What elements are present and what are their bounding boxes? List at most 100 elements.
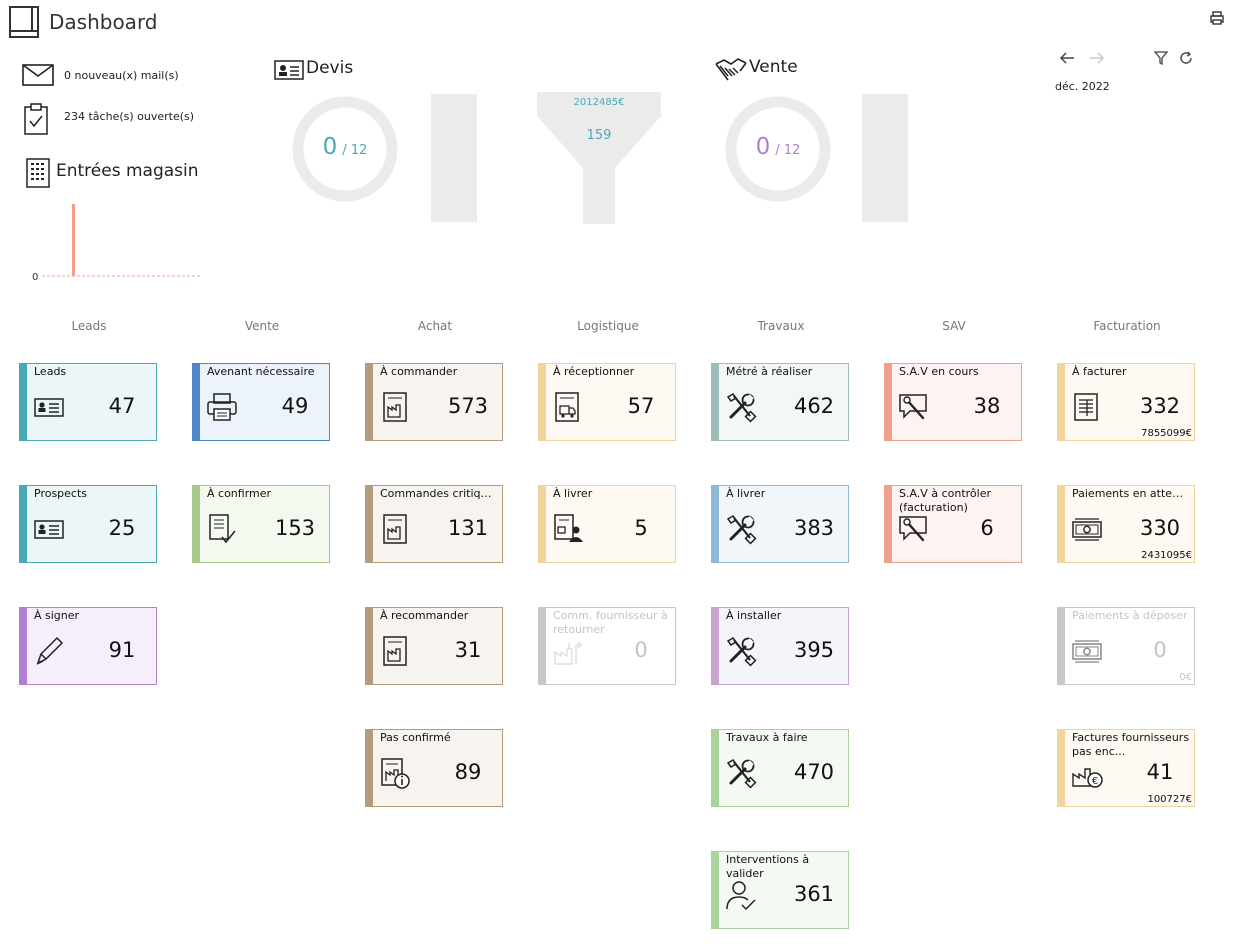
card-value: 330: [1139, 516, 1181, 540]
card-facturation-0[interactable]: À facturer 332 7855099€: [1057, 363, 1195, 441]
card-value: 153: [274, 516, 316, 540]
contact-card-icon: [274, 60, 304, 80]
card-value: 573: [447, 394, 489, 418]
card-achat-3[interactable]: Pas confirmé 89: [365, 729, 503, 807]
card-value: 31: [454, 638, 482, 662]
task-count-text: 234 tâche(s) ouverte(s): [64, 110, 195, 123]
tools-icon: [726, 759, 757, 789]
money-icon: [1072, 640, 1102, 663]
card-value: 91: [108, 638, 136, 662]
card-value: 395: [793, 638, 835, 662]
card-label: À facturer: [1072, 365, 1127, 378]
card-label: Avenant nécessaire: [207, 365, 315, 378]
card-achat-1[interactable]: Commandes critiques 131: [365, 485, 503, 563]
print-icon[interactable]: [1209, 10, 1225, 26]
column-header-sav: SAV: [942, 319, 966, 333]
card-label: S.A.V à contrôler (facturation): [899, 487, 991, 514]
vente-ring[interactable]: [723, 94, 833, 204]
tools-icon: [726, 637, 757, 667]
card-label: À livrer: [553, 487, 593, 500]
vente-ring-label: 0 / 12: [733, 134, 823, 160]
devis-ring[interactable]: [290, 94, 400, 204]
factory-return-icon: [554, 641, 582, 665]
devis-bar: [431, 94, 477, 222]
card-travaux-4[interactable]: Interventions à valider 361: [711, 851, 849, 929]
card-value: 6: [980, 516, 994, 540]
card-label: Pas confirmé: [380, 731, 451, 744]
vente-total: / 12: [775, 143, 801, 158]
building-icon: [26, 158, 50, 188]
card-value: 0: [634, 638, 648, 662]
column-header-logistique: Logistique: [577, 319, 639, 333]
funnel-shape[interactable]: [537, 92, 661, 224]
card-value: 5: [634, 516, 648, 540]
card-value: 41: [1146, 760, 1174, 784]
card-travaux-3[interactable]: Travaux à faire 470: [711, 729, 849, 807]
card-leads-1[interactable]: Prospects 25: [19, 485, 157, 563]
card-logistique-2[interactable]: Comm. fournisseur à retourner 0: [538, 607, 676, 685]
card-label: Paiements à déposer: [1072, 609, 1188, 622]
card-travaux-2[interactable]: À installer 395: [711, 607, 849, 685]
card-sav-0[interactable]: S.A.V en cours 38: [884, 363, 1022, 441]
card-amount: 0€: [1179, 672, 1192, 683]
card-vente-0[interactable]: Avenant nécessaire 49: [192, 363, 330, 441]
card-amount: 2431095€: [1141, 550, 1192, 561]
vente-bar: [862, 94, 908, 222]
contact-card-icon: [34, 520, 64, 539]
card-value: 0: [1153, 638, 1167, 662]
handshake-icon: [715, 58, 747, 81]
card-achat-0[interactable]: À commander 573: [365, 363, 503, 441]
task-summary[interactable]: 234 tâche(s) ouverte(s): [22, 103, 194, 138]
devis-count: 0: [322, 134, 338, 160]
factory-document-icon: [383, 514, 407, 544]
card-label: Leads: [34, 365, 67, 378]
invoice-icon: [1074, 393, 1098, 421]
factory-document-icon: [383, 636, 407, 666]
card-label: À confirmer: [207, 487, 272, 500]
factory-euro-icon: €: [1072, 768, 1103, 788]
stock-entries-bar: [72, 204, 75, 276]
printer-icon: [207, 393, 237, 421]
page-title: Dashboard: [49, 10, 158, 34]
card-facturation-2[interactable]: Paiements à déposer 0 0€: [1057, 607, 1195, 685]
card-label: Paiements en attente: [1072, 487, 1190, 500]
column-header-achat: Achat: [417, 319, 453, 333]
column-header-vente: Vente: [244, 319, 280, 333]
card-label: Prospects: [34, 487, 88, 500]
card-logistique-0[interactable]: À réceptionner 57: [538, 363, 676, 441]
factory-document-icon: [383, 392, 407, 422]
funnel-amount: 2012485€: [573, 97, 625, 108]
funnel-count: 159: [586, 128, 612, 143]
arrow-left-icon[interactable]: [1059, 51, 1075, 65]
card-label: À installer: [726, 609, 782, 622]
refresh-icon[interactable]: [1179, 51, 1193, 65]
card-facturation-3[interactable]: Factures fournisseurs pas enc... €41 10072…: [1057, 729, 1195, 807]
pen-icon: [36, 636, 64, 665]
clipboard-check-icon: [24, 103, 48, 135]
arrow-right-icon[interactable]: [1089, 51, 1105, 65]
card-label: À signer: [34, 609, 80, 622]
money-icon: [1072, 518, 1102, 541]
card-leads-2[interactable]: À signer 91: [19, 607, 157, 685]
tools-icon: [726, 515, 757, 545]
card-value: 361: [793, 882, 835, 906]
column-header-travaux: Travaux: [757, 319, 805, 333]
contact-card-icon: [34, 398, 64, 417]
filter-icon[interactable]: [1154, 51, 1168, 65]
card-value: 470: [793, 760, 835, 784]
stock-axis-zero-label: 0: [32, 272, 38, 283]
card-label: À recommander: [380, 609, 469, 622]
mail-icon: [22, 64, 54, 86]
delivery-document-icon: [555, 392, 579, 422]
devis-ring-label: 0 / 12: [300, 134, 390, 160]
card-logistique-1[interactable]: À livrer 5: [538, 485, 676, 563]
card-travaux-0[interactable]: Métré à réaliser 462: [711, 363, 849, 441]
card-value: 49: [281, 394, 309, 418]
card-vente-1[interactable]: À confirmer 153: [192, 485, 330, 563]
card-achat-2[interactable]: À recommander 31: [365, 607, 503, 685]
card-sav-1[interactable]: S.A.V à contrôler (facturation) 6: [884, 485, 1022, 563]
card-travaux-1[interactable]: À livrer 383: [711, 485, 849, 563]
mail-summary[interactable]: 0 nouveau(x) mail(s): [22, 64, 179, 89]
card-facturation-1[interactable]: Paiements en attente 330 2431095€: [1057, 485, 1195, 563]
card-leads-0[interactable]: Leads 47: [19, 363, 157, 441]
